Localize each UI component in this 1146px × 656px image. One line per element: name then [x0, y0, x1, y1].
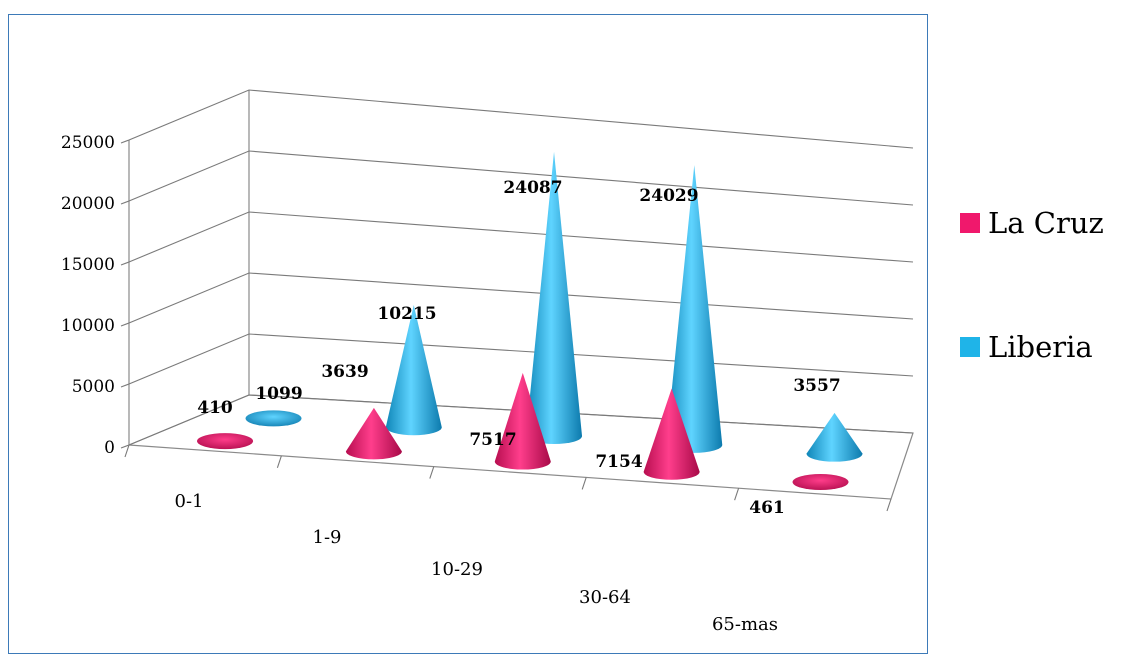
data-label-la-cruz: 461: [749, 498, 785, 518]
cone-liberia-65-mas: [806, 412, 863, 462]
x-axis: 0-1 1-9 10-29 30-64 65-mas: [124, 444, 892, 635]
cone-liberia-0-1: [245, 410, 302, 427]
y-tick-mark: [120, 383, 130, 388]
cone-liberia-30-64: [666, 165, 723, 453]
x-tick-mark: [886, 498, 892, 512]
x-tick-mark: [429, 466, 435, 479]
chart-frame: 0 5000 10000 15000 20000 25000 0-1 1-9 10-29 30-…: [8, 14, 928, 654]
data-label-liberia: 3557: [793, 376, 840, 396]
y-tick-label: 5000: [72, 377, 115, 397]
cone-body: [345, 407, 402, 460]
data-label-la-cruz: 7517: [469, 430, 516, 450]
x-tick-mark: [124, 444, 130, 458]
x-tick-label: 0-1: [175, 491, 204, 512]
cone-body: [666, 165, 723, 453]
y-tick-mark: [120, 139, 130, 144]
cone-la-cruz-0-1: [197, 433, 254, 450]
y-tick-mark: [120, 322, 130, 327]
x-tick-mark: [276, 455, 282, 468]
data-labels: 410 3639 7517 7154 461 1099 10215 24087 24029 355…: [197, 178, 840, 518]
legend-swatch-la-cruz: [960, 213, 980, 233]
y-tick-mark: [120, 444, 130, 449]
cone-body: [526, 151, 583, 445]
cones: [197, 151, 863, 491]
x-tick-label: 10-29: [431, 559, 483, 580]
legend-label-liberia: Liberia: [988, 330, 1093, 364]
data-label-la-cruz: 7154: [595, 452, 642, 472]
gridline: [128, 211, 914, 263]
y-tick-label: 25000: [61, 133, 115, 153]
legend-label-la-cruz: La Cruz: [988, 206, 1104, 240]
gridlines: [128, 89, 914, 446]
y-tick-label: 10000: [61, 316, 115, 336]
cone-base: [245, 410, 302, 427]
y-tick-mark: [120, 261, 130, 266]
x-tick-label: 65-mas: [712, 614, 778, 635]
legend-item-liberia: Liberia: [960, 330, 1093, 364]
cone-la-cruz-1-9: [345, 407, 402, 460]
cone-liberia-1-9: [385, 305, 442, 436]
cone-la-cruz-10-29: [494, 372, 551, 470]
legend: La Cruz Liberia: [948, 0, 1146, 656]
x-tick-mark: [734, 488, 740, 501]
cone-la-cruz-30-64: [643, 388, 700, 480]
x-tick-mark: [581, 477, 587, 490]
data-label-liberia: 24029: [639, 186, 698, 206]
legend-item-la-cruz: La Cruz: [960, 206, 1104, 240]
gridline: [128, 89, 914, 149]
x-tick-label: 1-9: [313, 527, 342, 548]
chart-plot: 0 5000 10000 15000 20000 25000 0-1 1-9 10-29 30-…: [61, 89, 914, 635]
gridline: [128, 272, 914, 324]
y-tick-label: 0: [104, 438, 115, 458]
y-axis: 0 5000 10000 15000 20000 25000: [61, 133, 130, 458]
x-tick-label: 30-64: [579, 587, 631, 608]
data-label-liberia: 10215: [377, 304, 436, 324]
cone-body: [806, 412, 863, 462]
data-label-la-cruz: 3639: [321, 362, 368, 382]
y-tick-mark: [120, 200, 130, 205]
y-tick-label: 20000: [61, 194, 115, 214]
y-tick-label: 15000: [61, 255, 115, 275]
cone-base: [197, 433, 254, 450]
cone-body: [643, 388, 700, 480]
data-label-liberia: 24087: [503, 178, 562, 198]
cone-base: [792, 474, 849, 491]
legend-swatch-liberia: [960, 337, 980, 357]
cone-la-cruz-65-mas: [792, 474, 849, 491]
cone-liberia-10-29: [526, 151, 583, 445]
data-label-la-cruz: 410: [197, 398, 233, 418]
gridline: [128, 150, 914, 206]
data-label-liberia: 1099: [255, 384, 302, 404]
cone-body: [494, 372, 551, 470]
cone-body: [385, 305, 442, 436]
